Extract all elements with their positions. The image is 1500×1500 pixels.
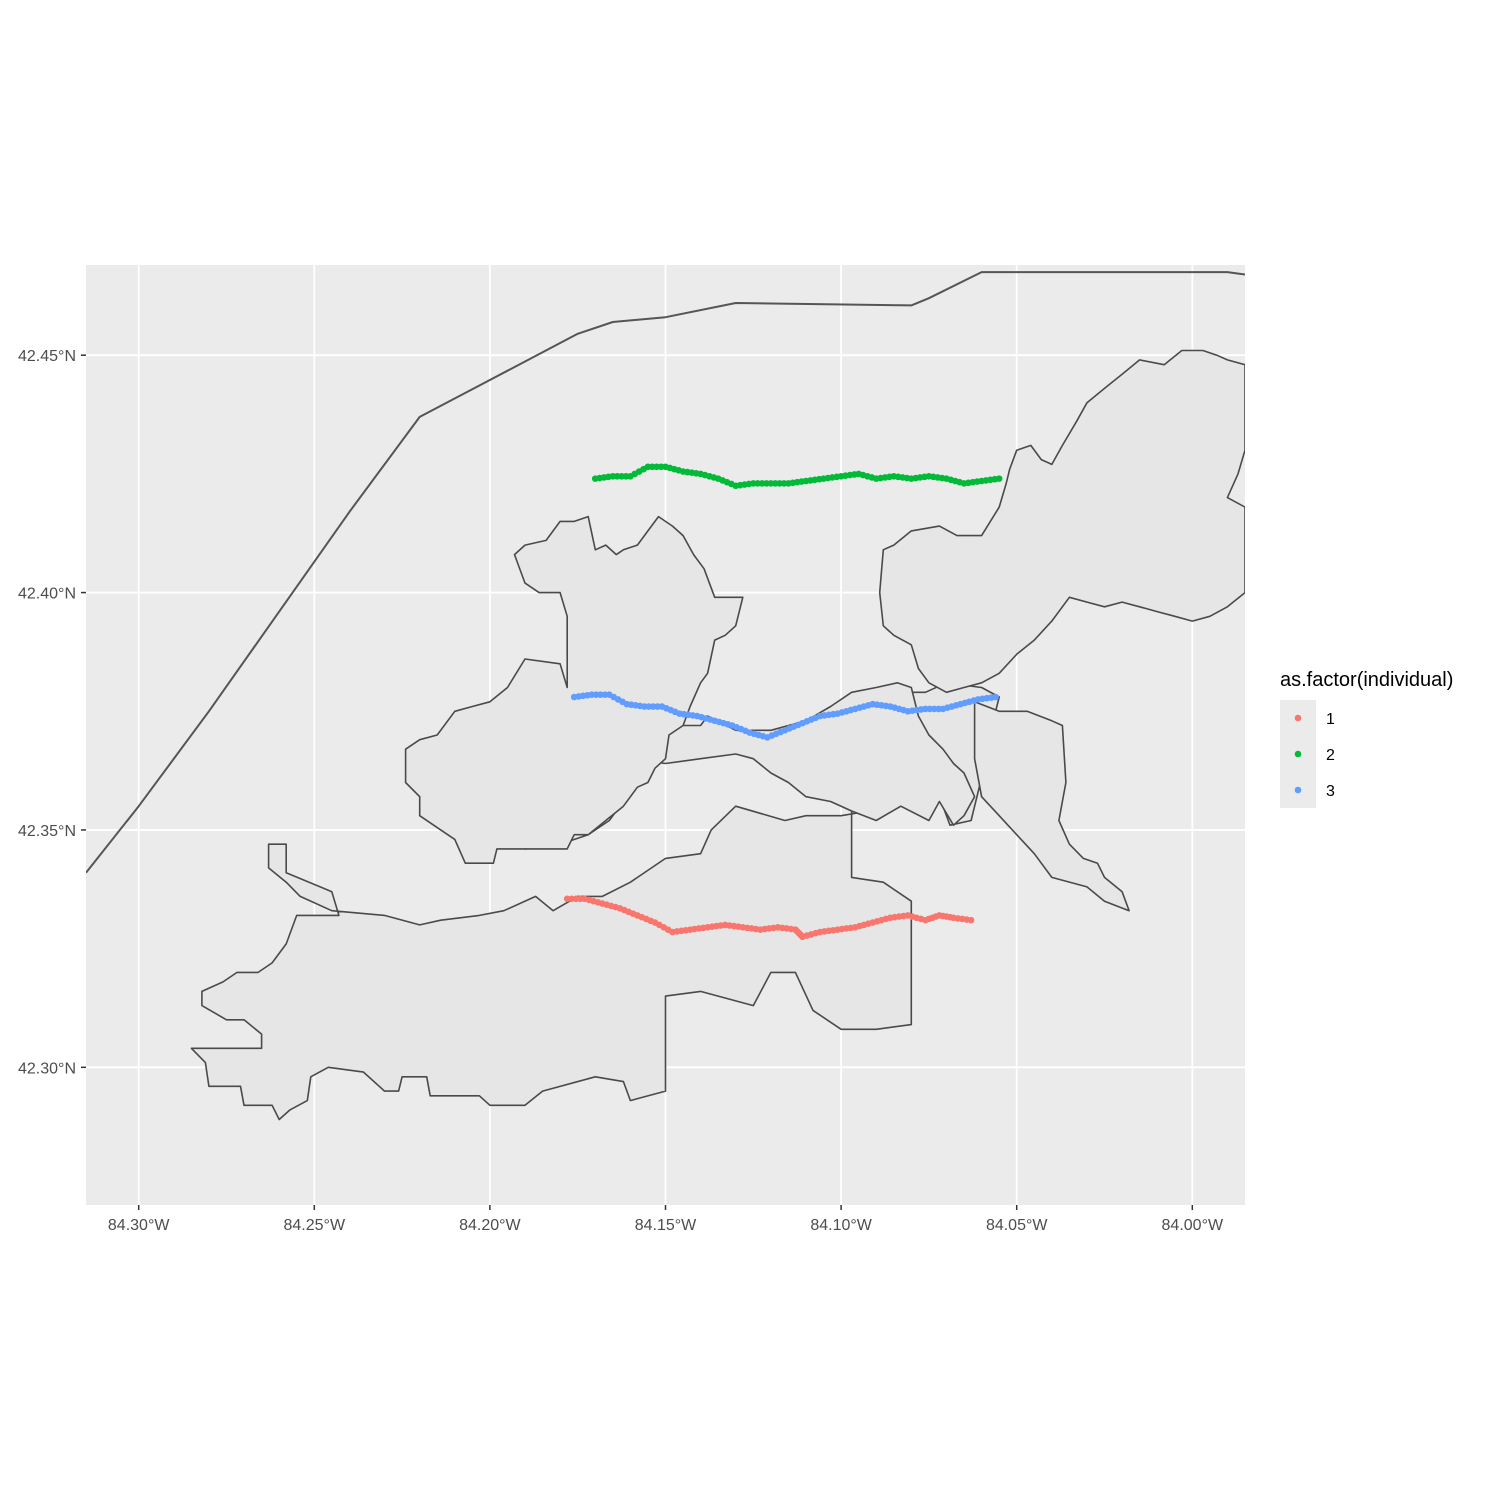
x-tick-label: 84.30°W [108, 1217, 170, 1234]
legend-key-1 [1294, 714, 1302, 722]
legend-entries: 1 2 3 [1294, 711, 1335, 800]
series-1 [563, 895, 975, 941]
series-2 [591, 463, 1003, 490]
y-tick-label: 42.45°N [18, 348, 76, 365]
data-point [967, 916, 975, 924]
y-tick-label: 42.40°N [18, 586, 76, 603]
y-axis: 42.30°N 42.35°N 42.40°N 42.45°N [18, 348, 86, 1077]
x-axis: 84.30°W 84.25°W 84.20°W 84.15°W 84.10°W 84.05… [108, 1205, 1224, 1234]
x-tick-label: 84.00°W [1162, 1217, 1224, 1234]
series-3 [570, 691, 999, 741]
data-points [563, 463, 1003, 941]
legend-label-3: 3 [1326, 783, 1335, 800]
data-point [992, 693, 999, 701]
x-tick-label: 84.10°W [810, 1217, 872, 1234]
city-region [878, 349, 1245, 694]
city-region [973, 701, 1130, 912]
legend-key-3 [1294, 786, 1302, 794]
map-layers [86, 271, 1245, 1121]
city-region [404, 515, 744, 864]
legend-label-2: 2 [1326, 747, 1335, 764]
data-point [995, 475, 1003, 482]
x-tick-label: 84.25°W [284, 1217, 346, 1234]
y-tick-label: 42.35°N [18, 823, 76, 840]
legend-title: as.factor(individual) [1280, 669, 1453, 691]
x-tick-label: 84.05°W [986, 1217, 1048, 1234]
legend-label-1: 1 [1326, 711, 1335, 728]
y-tick-label: 42.30°N [18, 1060, 76, 1077]
legend: as.factor(individual) 1 2 3 [1280, 669, 1453, 808]
x-tick-label: 84.15°W [635, 1217, 697, 1234]
county-boundary-line [86, 271, 1245, 874]
legend-key-2 [1294, 750, 1302, 758]
x-tick-label: 84.20°W [459, 1217, 521, 1234]
